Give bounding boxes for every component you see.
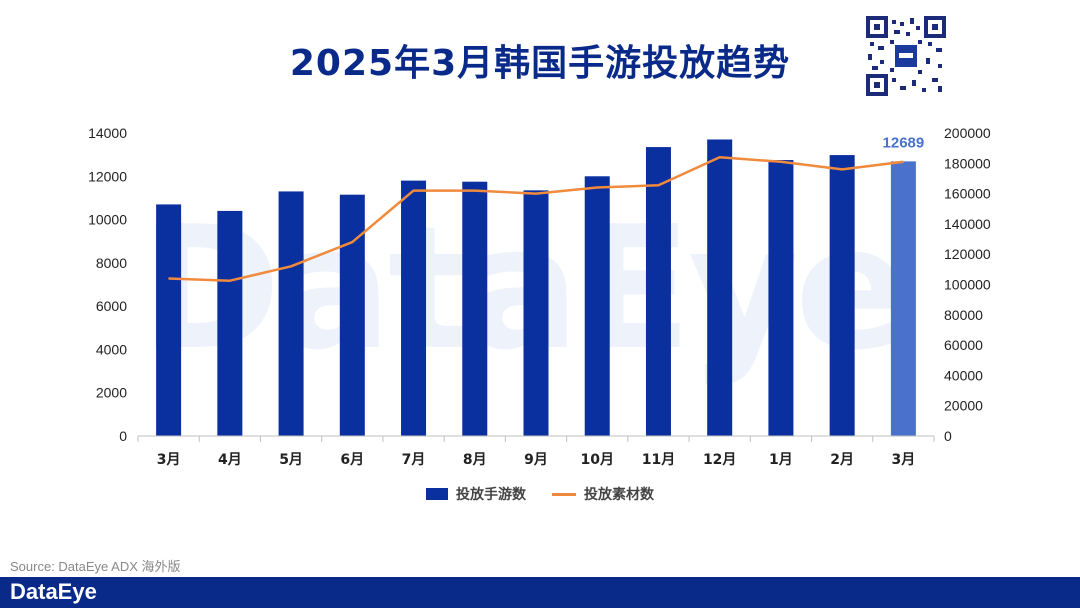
bar [156, 204, 182, 436]
y-right-tick-label: 180000 [944, 155, 991, 171]
y-right-tick-label: 60000 [944, 337, 983, 353]
legend-item-bar: 投放手游数 [426, 484, 526, 504]
bar [645, 147, 671, 436]
y-left-tick-label: 10000 [88, 212, 127, 228]
line-point [351, 241, 353, 243]
y-right-tick-label: 120000 [944, 246, 991, 262]
x-tick-label: 5月 [279, 452, 303, 468]
x-tick-label: 8月 [463, 452, 487, 468]
bar [890, 161, 916, 436]
bar [401, 180, 427, 436]
y-right-tick-label: 40000 [944, 367, 983, 383]
bar [829, 155, 855, 436]
bar [523, 190, 549, 436]
line-point [902, 161, 904, 163]
legend: 投放手游数 投放素材数 [0, 484, 1080, 504]
y-right-tick-label: 100000 [944, 277, 991, 293]
bar [339, 194, 365, 436]
x-tick-label: 9月 [524, 452, 548, 468]
x-tick-label: 2月 [830, 452, 854, 468]
y-left-tick-label: 2000 [96, 385, 127, 401]
legend-swatch-bar [426, 488, 448, 500]
y-right-tick-label: 160000 [944, 186, 991, 202]
x-tick-label: 1月 [769, 452, 793, 468]
y-right-tick-label: 20000 [944, 398, 983, 414]
line-point [535, 193, 537, 195]
legend-label-line: 投放素材数 [584, 487, 654, 503]
y-left-tick-label: 12000 [88, 168, 127, 184]
line-point [290, 265, 292, 267]
x-tick-label: 10月 [580, 452, 613, 468]
legend-swatch-line [552, 492, 576, 496]
footer-bar: DataEye [0, 577, 1080, 608]
brand-logo: DataEye [10, 579, 97, 604]
x-tick-label: 6月 [340, 452, 364, 468]
x-tick-label: 3月 [892, 452, 916, 468]
line-point [168, 277, 170, 279]
line-point [413, 190, 415, 192]
y-right-tick-label: 80000 [944, 307, 983, 323]
source-note: Source: DataEye ADX 海外版 [10, 559, 181, 574]
bar [768, 160, 794, 436]
x-tick-label: 12月 [703, 452, 736, 468]
y-left-tick-label: 14000 [88, 125, 127, 141]
legend-label-bar: 投放手游数 [456, 487, 526, 503]
x-tick-label: 7月 [402, 452, 426, 468]
x-tick-label: 3月 [157, 452, 181, 468]
line-point [780, 161, 782, 163]
qr-code-icon [866, 16, 946, 96]
line-point [596, 187, 598, 189]
bar [707, 139, 733, 436]
y-left-tick-label: 8000 [96, 255, 127, 271]
line-point [229, 280, 231, 282]
bar [217, 210, 243, 436]
y-left-tick-label: 4000 [96, 341, 127, 357]
x-tick-label: 11月 [642, 452, 675, 468]
data-label: 12689 [883, 134, 925, 151]
y-left-tick-label: 0 [119, 428, 127, 444]
x-tick-label: 4月 [218, 452, 242, 468]
line-point [474, 190, 476, 192]
bar [278, 191, 304, 436]
chart-canvas: 0200040006000800010000120001400002000040… [88, 125, 991, 468]
y-right-tick-label: 200000 [944, 125, 991, 141]
y-left-tick-label: 6000 [96, 298, 127, 314]
line-point [719, 156, 721, 158]
line-point [657, 184, 659, 186]
y-right-tick-label: 140000 [944, 216, 991, 232]
chart-title: 2025年3月韩国手游投放趋势 [289, 43, 791, 84]
legend-item-line: 投放素材数 [552, 484, 654, 504]
bar [462, 181, 488, 436]
bar [584, 176, 610, 437]
line-point [841, 168, 843, 170]
y-right-tick-label: 0 [944, 428, 952, 444]
